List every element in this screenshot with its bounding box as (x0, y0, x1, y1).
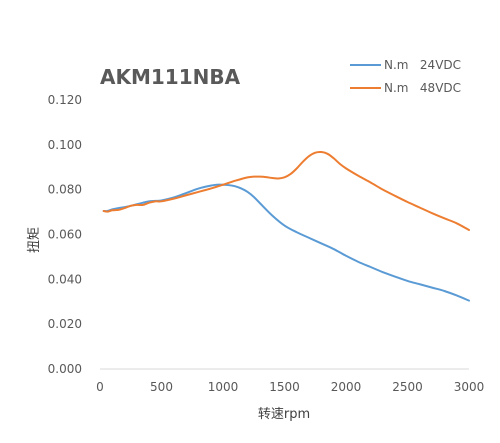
x-tick-label: 1000 (208, 380, 239, 394)
series-line-0 (102, 183, 470, 302)
x-tick-label: 2500 (392, 380, 423, 394)
y-tick-label: 0.100 (48, 138, 82, 152)
y-tick-label: 0.020 (48, 317, 82, 331)
legend-label-0: N.m 24VDC (384, 58, 461, 72)
y-tick-label: 0.060 (48, 228, 82, 242)
series-line-1 (102, 150, 470, 232)
x-tick-label: 0 (96, 380, 104, 394)
y-tick-label: 0.080 (48, 183, 82, 197)
x-tick-label: 2000 (331, 380, 362, 394)
series-layer (102, 150, 470, 302)
y-tick-label: 0.000 (48, 362, 82, 376)
legend: N.m 24VDC N.m 48VDC (350, 58, 461, 95)
x-axis-label: 转速rpm (258, 407, 310, 422)
y-tick-label: 0.120 (48, 93, 82, 107)
y-axis-label: 扭矩 (27, 227, 42, 253)
x-tick-label: 3000 (454, 380, 485, 394)
x-tick-label: 1500 (269, 380, 300, 394)
y-tick-label: 0.040 (48, 272, 82, 286)
legend-label-1: N.m 48VDC (384, 81, 461, 95)
chart-title: AKM111NBA (100, 65, 241, 89)
axes: 0.000 0.020 0.040 0.060 0.080 0.100 0.120 0 500 1… (48, 93, 485, 394)
x-tick-label: 500 (150, 380, 173, 394)
